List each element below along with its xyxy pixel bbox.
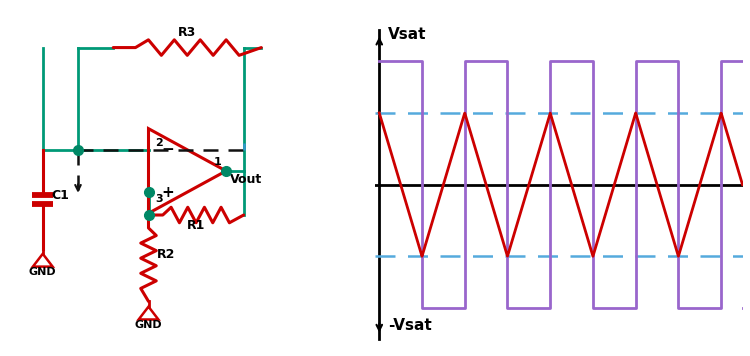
Text: C1: C1 [52,189,70,202]
Text: −: − [161,142,174,157]
Text: Vout: Vout [230,173,262,186]
Text: 1: 1 [214,157,221,167]
Text: R1: R1 [187,219,206,232]
Text: +: + [161,185,174,200]
Text: Vsat: Vsat [388,27,426,42]
Text: 3: 3 [155,194,164,204]
Text: R3: R3 [178,26,196,39]
Text: R2: R2 [158,248,176,261]
Text: 2: 2 [155,138,164,148]
Text: GND: GND [29,267,56,277]
Text: -Vsat: -Vsat [388,319,431,334]
Text: GND: GND [135,320,162,330]
